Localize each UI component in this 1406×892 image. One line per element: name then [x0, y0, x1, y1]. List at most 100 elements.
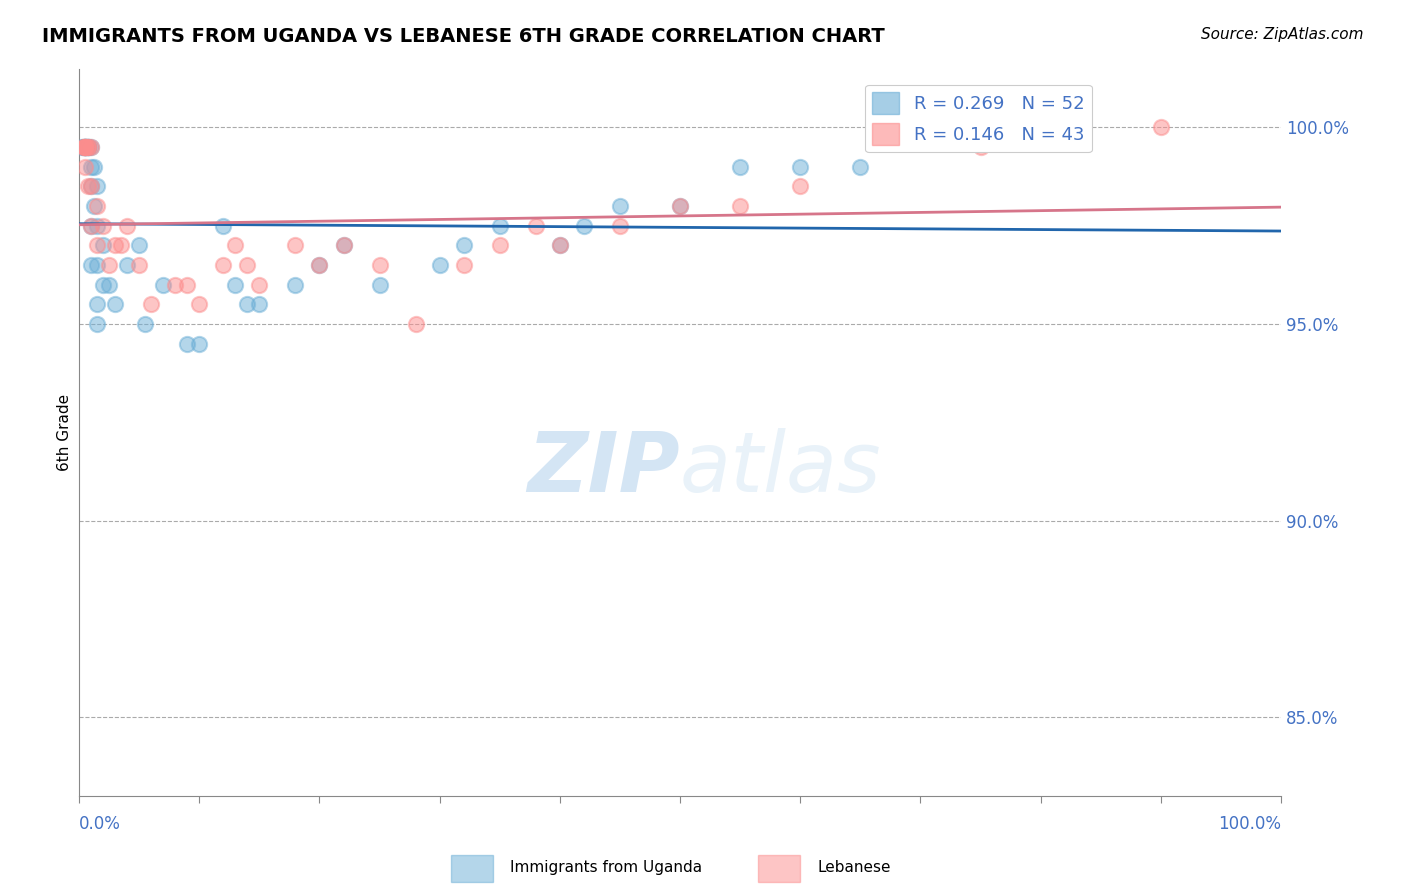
Point [80, 258, 103, 272]
Point [969, 140, 991, 154]
Point [247, 297, 270, 311]
FancyBboxPatch shape [758, 855, 800, 881]
Point [368, 277, 391, 292]
Point [332, 238, 354, 252]
Point [453, 258, 475, 272]
Y-axis label: 6th Grade: 6th Grade [58, 393, 72, 471]
Point [86, 179, 108, 194]
Point [308, 258, 330, 272]
Point [236, 258, 259, 272]
Point [188, 297, 211, 311]
Point [429, 258, 451, 272]
Point [76, 140, 98, 154]
Point [75, 140, 97, 154]
Point [789, 179, 811, 194]
Point [76, 140, 98, 154]
Point [789, 160, 811, 174]
Point [247, 277, 270, 292]
Point [134, 317, 156, 331]
Point [488, 238, 510, 252]
Point [669, 199, 692, 213]
Text: Lebanese: Lebanese [817, 860, 891, 875]
Point [75, 140, 97, 154]
Point [488, 219, 510, 233]
Point [332, 238, 354, 252]
Point [405, 317, 427, 331]
Point [75, 140, 97, 154]
Point [80, 160, 103, 174]
Point [83, 199, 105, 213]
Point [76, 140, 98, 154]
Point [224, 277, 246, 292]
Point [572, 219, 595, 233]
Point [1150, 120, 1173, 135]
Point [86, 219, 108, 233]
Point [669, 199, 692, 213]
Point [86, 258, 108, 272]
Point [86, 238, 108, 252]
Point [212, 219, 235, 233]
FancyBboxPatch shape [451, 855, 492, 881]
Point [75, 140, 97, 154]
Point [98, 258, 121, 272]
Text: IMMIGRANTS FROM UGANDA VS LEBANESE 6TH GRADE CORRELATION CHART: IMMIGRANTS FROM UGANDA VS LEBANESE 6TH G… [42, 27, 884, 45]
Point [91, 219, 114, 233]
Point [75, 140, 97, 154]
Point [128, 258, 150, 272]
Point [75, 140, 97, 154]
Point [86, 199, 108, 213]
Text: 0.0%: 0.0% [79, 815, 121, 833]
Point [76, 140, 98, 154]
Point [224, 238, 246, 252]
Point [212, 258, 235, 272]
Point [76, 140, 98, 154]
Point [115, 219, 138, 233]
Point [80, 140, 103, 154]
Point [104, 238, 127, 252]
Point [75, 140, 97, 154]
Text: atlas: atlas [681, 428, 882, 509]
Point [75, 160, 97, 174]
Point [104, 297, 127, 311]
Point [72, 140, 94, 154]
Text: 100.0%: 100.0% [1218, 815, 1281, 833]
Legend: R = 0.269   N = 52, R = 0.146   N = 43: R = 0.269 N = 52, R = 0.146 N = 43 [865, 85, 1091, 153]
Point [70, 140, 93, 154]
Point [236, 297, 259, 311]
Point [80, 219, 103, 233]
Point [152, 277, 174, 292]
Point [76, 179, 98, 194]
Point [83, 160, 105, 174]
Point [165, 277, 187, 292]
Point [76, 140, 98, 154]
Point [284, 238, 307, 252]
Point [128, 238, 150, 252]
Point [91, 238, 114, 252]
Point [548, 238, 571, 252]
Point [176, 336, 198, 351]
Point [524, 219, 547, 233]
Point [80, 179, 103, 194]
Point [80, 179, 103, 194]
Point [98, 277, 121, 292]
Text: Source: ZipAtlas.com: Source: ZipAtlas.com [1201, 27, 1364, 42]
Point [368, 258, 391, 272]
Point [110, 238, 132, 252]
Point [188, 336, 211, 351]
Point [80, 140, 103, 154]
Point [609, 219, 631, 233]
Point [72, 140, 94, 154]
Point [86, 317, 108, 331]
Point [609, 199, 631, 213]
Text: ZIP: ZIP [527, 428, 681, 509]
Point [86, 297, 108, 311]
Point [80, 219, 103, 233]
Point [75, 140, 97, 154]
Point [75, 140, 97, 154]
Point [284, 277, 307, 292]
Text: Immigrants from Uganda: Immigrants from Uganda [510, 860, 703, 875]
Point [728, 160, 751, 174]
Point [115, 258, 138, 272]
Point [728, 199, 751, 213]
Point [308, 258, 330, 272]
